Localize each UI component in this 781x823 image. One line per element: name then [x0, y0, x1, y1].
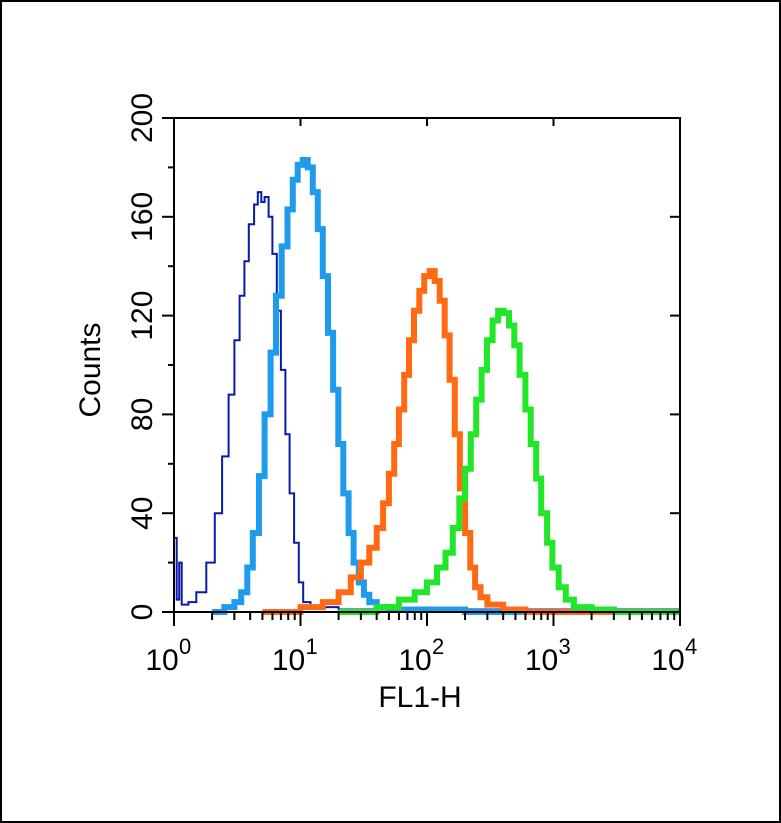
x-tick-label-base: 10 [525, 644, 558, 677]
y-tick-label: 160 [126, 192, 159, 242]
y-tick-label: 200 [126, 93, 159, 143]
x-axis-title: FL1-H [378, 681, 461, 714]
x-tick-label-exponent: 3 [559, 634, 571, 659]
y-tick-label: 40 [126, 497, 159, 530]
x-tick-label-exponent: 1 [306, 634, 318, 659]
y-tick-label: 120 [126, 291, 159, 341]
histogram-series-3 [262, 268, 680, 615]
x-tick-label-exponent: 2 [432, 634, 444, 659]
histogram-series-1 [174, 191, 680, 611]
x-tick-label-exponent: 4 [685, 634, 697, 659]
x-tick-label-base: 10 [145, 644, 178, 677]
histogram-series-4 [338, 307, 680, 615]
y-tick-label: 80 [126, 398, 159, 431]
x-tick-label-exponent: 0 [179, 634, 191, 659]
y-tick-label: 0 [126, 604, 159, 621]
y-axis-title: Counts [74, 322, 107, 417]
histogram-series-2 [212, 157, 680, 615]
x-tick-label-base: 10 [651, 644, 684, 677]
x-tick-label-base: 10 [398, 644, 431, 677]
x-tick-label-base: 10 [272, 644, 305, 677]
